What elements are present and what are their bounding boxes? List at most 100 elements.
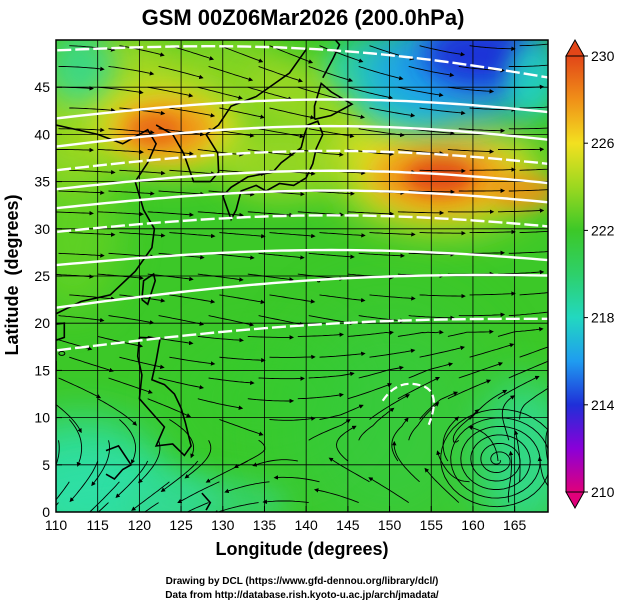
y-tick-label: 35 (34, 174, 50, 190)
streamline (519, 385, 548, 420)
streamline (258, 376, 305, 381)
streamline (358, 128, 405, 138)
x-tick-label: 150 (378, 517, 402, 533)
streamline (519, 346, 548, 358)
streamline (197, 398, 244, 410)
x-tick-label: 125 (169, 517, 193, 533)
streamline (197, 149, 244, 157)
jet-contour (56, 98, 548, 120)
streamline (508, 127, 548, 130)
streamline (519, 43, 548, 47)
island (58, 350, 66, 356)
streamline (97, 86, 144, 95)
streamline (69, 107, 116, 113)
streamline (328, 457, 370, 483)
streamline (408, 362, 454, 379)
streamline (258, 252, 305, 260)
streamline (143, 502, 159, 512)
streamline (497, 84, 545, 90)
x-tick-label: 115 (87, 517, 110, 533)
streamline (247, 86, 293, 101)
streamline (408, 65, 455, 78)
streamline (273, 475, 320, 483)
streamline (442, 416, 459, 462)
streamline (498, 208, 545, 213)
streamline (419, 230, 466, 236)
streamline (308, 65, 354, 83)
streamline (158, 377, 205, 390)
streamline (508, 251, 548, 254)
streamline (169, 294, 216, 304)
streamline (501, 395, 515, 441)
streamline (258, 128, 305, 139)
streamline (108, 128, 155, 135)
streamline (219, 294, 266, 305)
x-tick-label: 110 (45, 517, 68, 533)
streamline (169, 45, 215, 61)
colorbar: 230 226 222 218 214 210 (565, 38, 615, 510)
streamline (97, 273, 144, 281)
streamline (419, 391, 459, 420)
streamline (269, 107, 315, 120)
coastline (136, 336, 192, 457)
coastline (105, 444, 133, 481)
streamline (58, 377, 102, 399)
streamline (319, 294, 366, 303)
streamline (97, 335, 144, 348)
coastline (56, 124, 157, 315)
jet-contour (56, 317, 548, 352)
chart-title: GSM 00Z06Mar2026 (200.0hPa) (142, 5, 465, 30)
streamline (108, 65, 155, 76)
streamline (458, 362, 504, 379)
streamline (160, 460, 199, 493)
streamline (358, 365, 404, 379)
streamline (131, 481, 170, 511)
streamline (108, 377, 153, 394)
streamline (347, 383, 393, 400)
coastline (222, 120, 324, 222)
x-tick-label: 120 (128, 517, 152, 533)
plot-area (56, 40, 548, 512)
streamline (197, 211, 244, 218)
temperature-blob (122, 474, 290, 512)
streamline (219, 107, 265, 119)
streamline (147, 273, 194, 282)
streamline (197, 86, 243, 100)
streamline (158, 315, 205, 326)
streamline (56, 86, 94, 91)
streamline (497, 375, 540, 400)
streamline (58, 190, 105, 195)
streamline (319, 404, 364, 420)
streamline (208, 65, 254, 82)
streamline (336, 425, 357, 462)
x-tick-label: 130 (211, 517, 235, 533)
streamline (69, 460, 99, 503)
streamline (158, 128, 205, 137)
x-tick-label: 160 (461, 517, 485, 533)
streamline (408, 189, 456, 195)
streamline (169, 169, 216, 176)
y-tick-label: 15 (34, 362, 50, 378)
colorbar-tick-label: 210 (591, 484, 615, 500)
streamline (458, 312, 506, 318)
streamline (419, 168, 466, 174)
streamline (97, 149, 144, 155)
streamline (308, 128, 355, 139)
streamline (469, 343, 515, 358)
streamline (147, 149, 194, 156)
streamline (224, 481, 270, 493)
streamline-swirl (440, 408, 548, 508)
streamline (508, 311, 548, 317)
streamline (507, 450, 514, 503)
streamline (469, 291, 516, 296)
x-axis-label: Longitude (degrees) (215, 539, 388, 559)
streamline (391, 417, 409, 462)
streamline (297, 149, 344, 157)
streamline (85, 481, 120, 512)
credit-line-2: Data from http://database.rish.kyoto-u.a… (165, 590, 439, 601)
streamline (69, 356, 114, 373)
x-axis-ticks: 110 115 120 125 130 135 140 145 150 155 160 165 (45, 506, 527, 533)
y-axis-label: Latitude (degrees) (2, 194, 22, 355)
streamline (447, 86, 495, 94)
streamline (347, 86, 394, 100)
